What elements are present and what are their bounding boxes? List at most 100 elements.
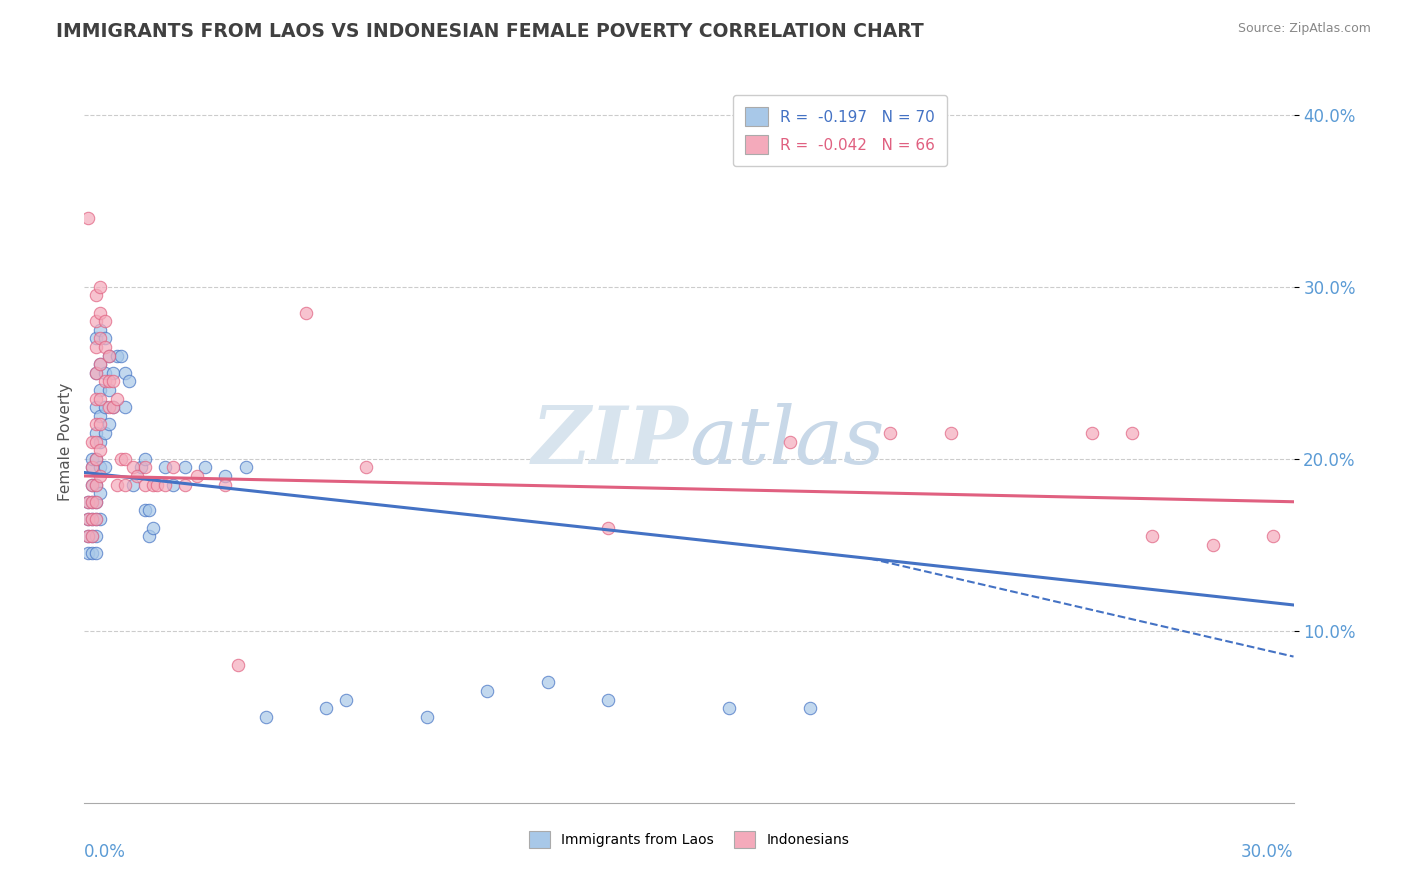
Point — [138, 529, 160, 543]
Point — [89, 417, 111, 432]
Point — [153, 477, 176, 491]
Point — [77, 512, 100, 526]
Point — [142, 477, 165, 491]
Point — [101, 400, 124, 414]
Point — [82, 477, 104, 491]
Point — [101, 366, 124, 380]
Point — [101, 400, 124, 414]
Point — [105, 392, 128, 406]
Point — [416, 710, 439, 724]
Point — [142, 520, 165, 534]
Text: ZIP: ZIP — [531, 403, 689, 480]
Point — [82, 512, 104, 526]
Point — [125, 469, 148, 483]
Point — [97, 400, 120, 414]
Point — [598, 520, 620, 534]
Point — [86, 477, 108, 491]
Point — [295, 305, 318, 319]
Point — [77, 529, 100, 543]
Point — [214, 477, 236, 491]
Point — [86, 331, 108, 345]
Point — [93, 425, 115, 440]
Point — [82, 512, 104, 526]
Point — [86, 451, 108, 466]
Point — [537, 675, 560, 690]
Point — [114, 451, 136, 466]
Point — [89, 323, 111, 337]
Point — [93, 331, 115, 345]
Point — [879, 425, 901, 440]
Point — [335, 692, 357, 706]
Point — [89, 392, 111, 406]
Point — [89, 305, 111, 319]
Point — [110, 451, 132, 466]
Point — [86, 392, 108, 406]
Point — [82, 494, 104, 508]
Point — [86, 494, 108, 508]
Text: atlas: atlas — [689, 403, 884, 480]
Point — [254, 710, 277, 724]
Point — [129, 460, 152, 475]
Point — [718, 701, 741, 715]
Point — [105, 477, 128, 491]
Point — [86, 434, 108, 449]
Point — [226, 658, 249, 673]
Point — [214, 469, 236, 483]
Point — [86, 366, 108, 380]
Point — [97, 375, 120, 389]
Point — [939, 425, 962, 440]
Point — [477, 684, 499, 698]
Point — [174, 460, 197, 475]
Point — [86, 512, 108, 526]
Point — [86, 288, 108, 302]
Point — [82, 477, 104, 491]
Point — [356, 460, 378, 475]
Point — [779, 434, 801, 449]
Point — [77, 494, 100, 508]
Point — [77, 211, 100, 225]
Point — [799, 701, 821, 715]
Point — [82, 434, 104, 449]
Point — [86, 314, 108, 328]
Point — [101, 375, 124, 389]
Point — [77, 512, 100, 526]
Point — [162, 477, 184, 491]
Point — [82, 529, 104, 543]
Point — [89, 357, 111, 371]
Point — [86, 477, 108, 491]
Point — [93, 314, 115, 328]
Point — [134, 451, 156, 466]
Point — [121, 477, 143, 491]
Point — [1081, 425, 1104, 440]
Point — [86, 494, 108, 508]
Point — [86, 340, 108, 354]
Point — [89, 357, 111, 371]
Point — [1202, 538, 1225, 552]
Point — [77, 529, 100, 543]
Text: 0.0%: 0.0% — [84, 843, 127, 861]
Point — [1142, 529, 1164, 543]
Point — [86, 400, 108, 414]
Point — [89, 434, 111, 449]
Point — [89, 331, 111, 345]
Point — [82, 529, 104, 543]
Text: Source: ZipAtlas.com: Source: ZipAtlas.com — [1237, 22, 1371, 36]
Point — [315, 701, 337, 715]
Point — [86, 529, 108, 543]
Point — [93, 340, 115, 354]
Point — [86, 366, 108, 380]
Point — [121, 460, 143, 475]
Point — [162, 460, 184, 475]
Point — [89, 279, 111, 293]
Point — [89, 460, 111, 475]
Point — [153, 460, 176, 475]
Point — [82, 451, 104, 466]
Point — [114, 400, 136, 414]
Point — [86, 425, 108, 440]
Point — [93, 366, 115, 380]
Point — [93, 375, 115, 389]
Point — [82, 494, 104, 508]
Point — [86, 512, 108, 526]
Point — [1263, 529, 1285, 543]
Point — [86, 546, 108, 560]
